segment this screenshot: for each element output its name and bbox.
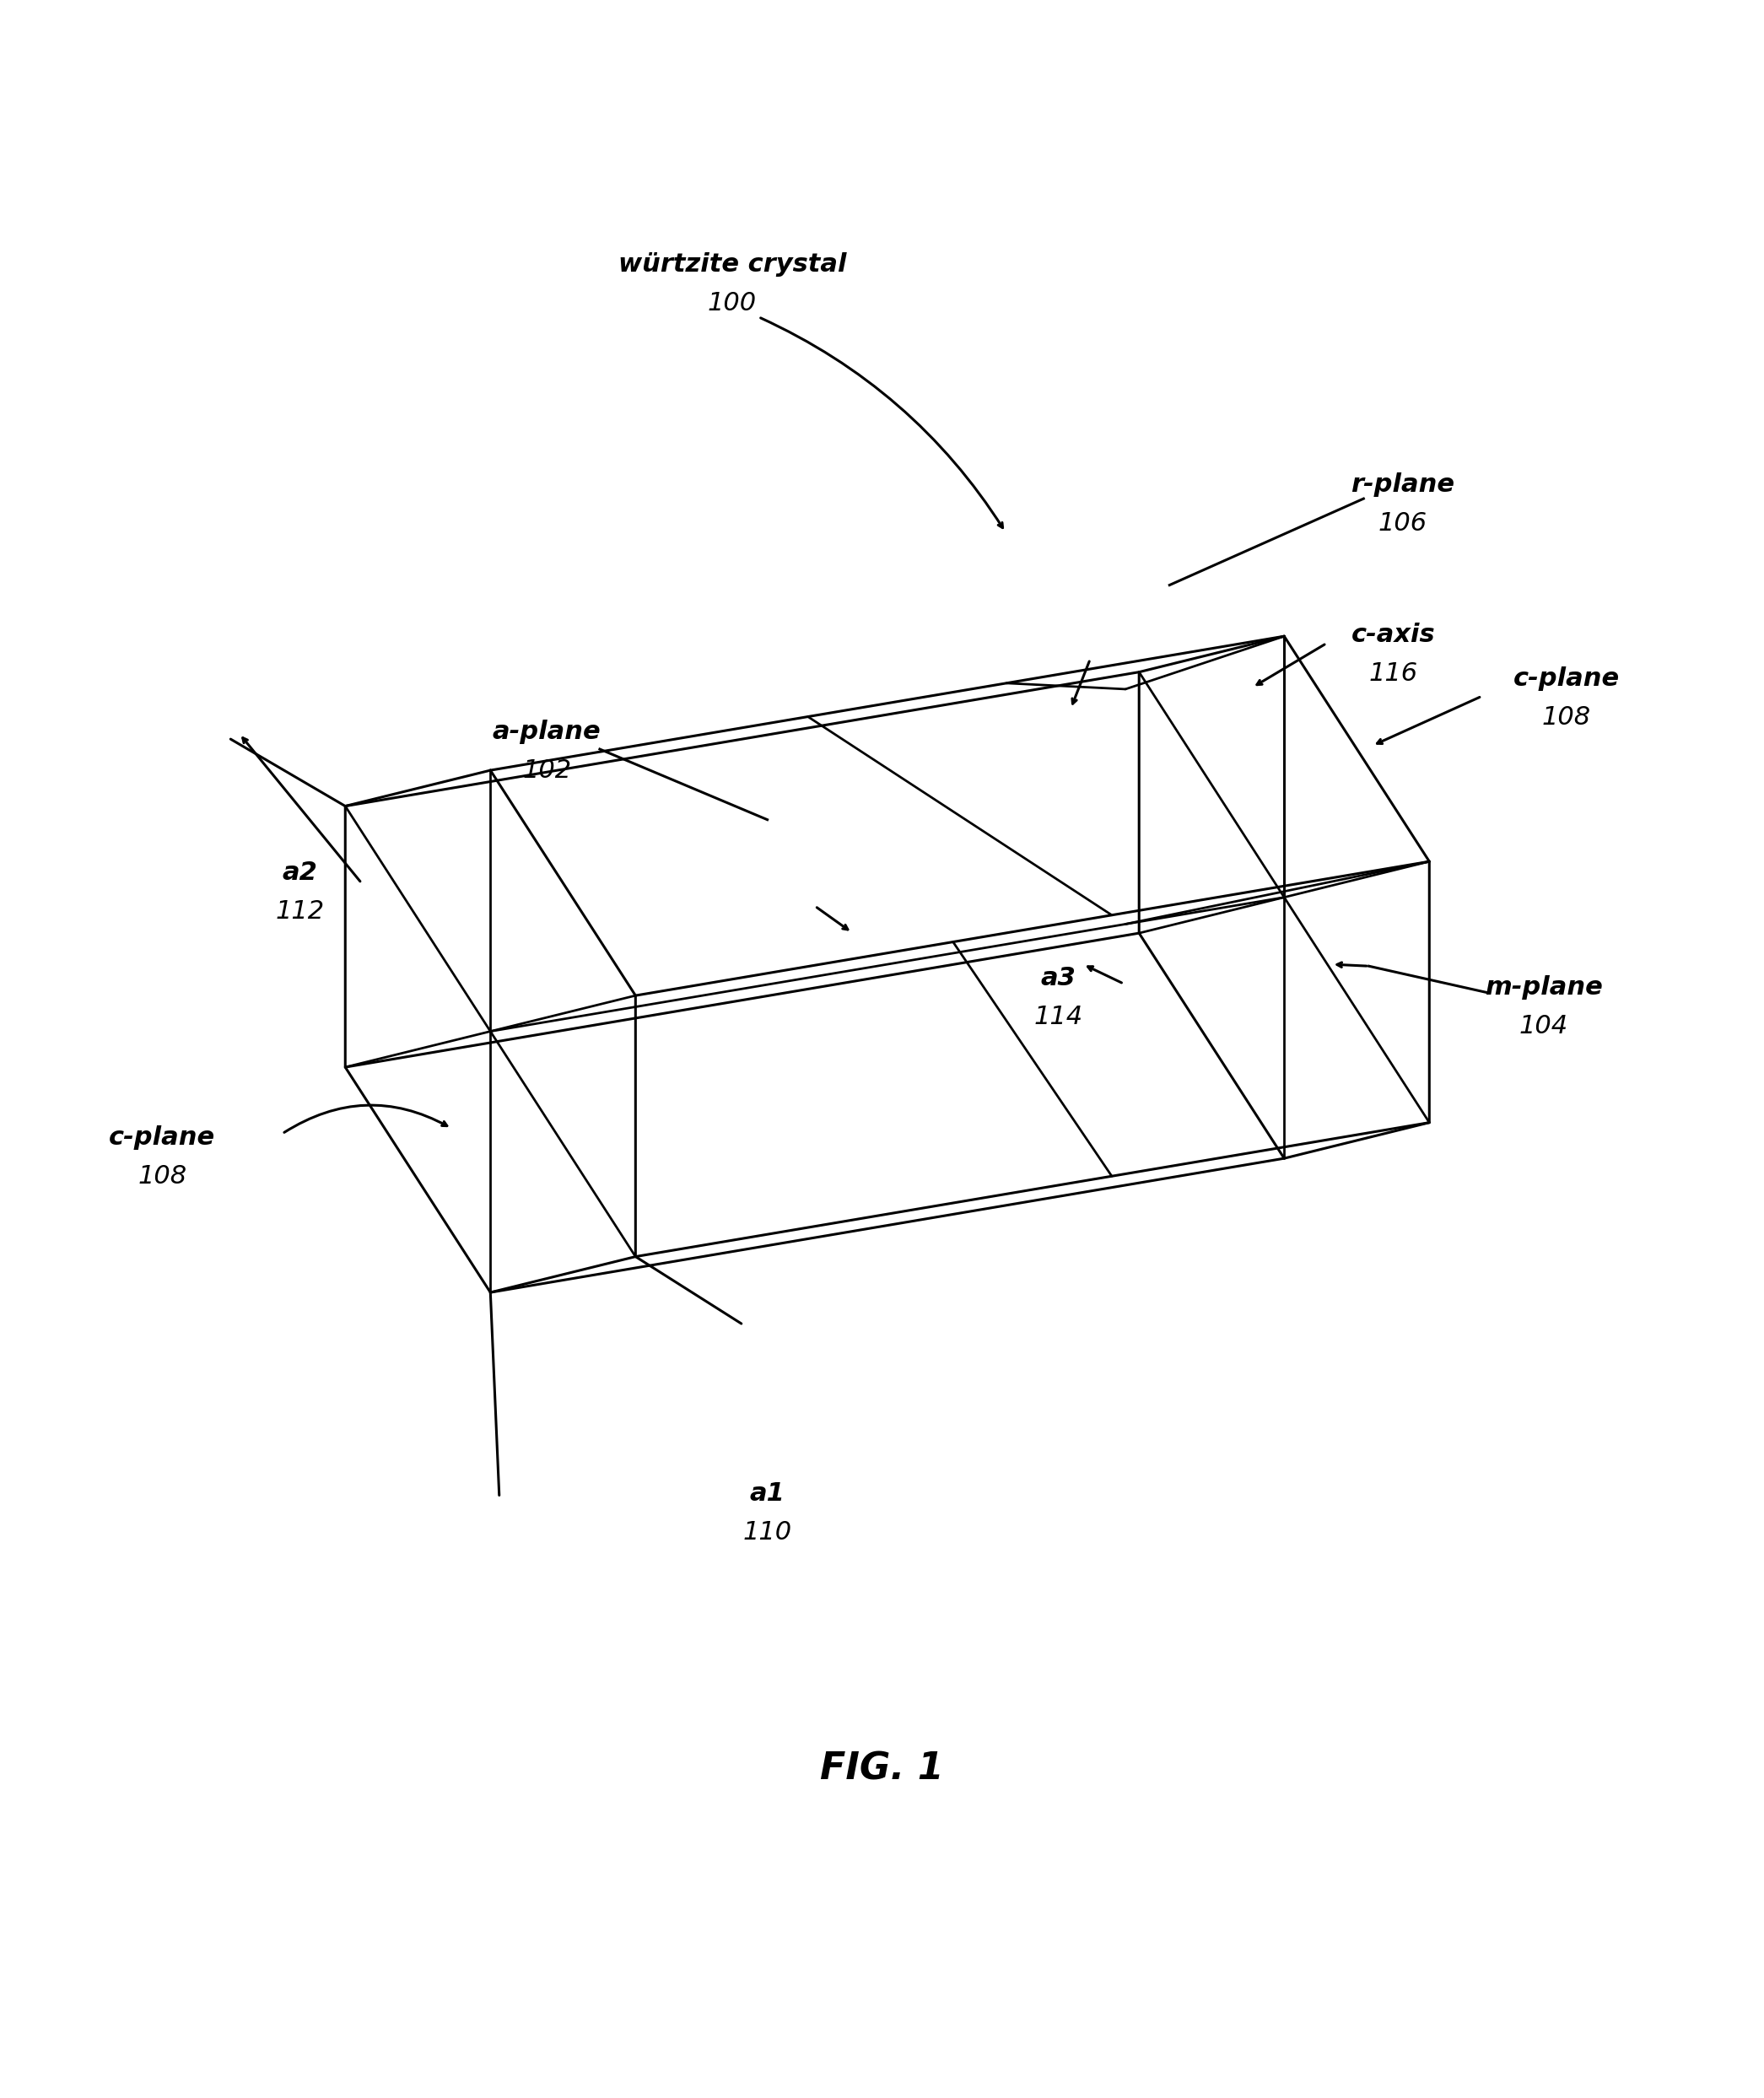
Text: 102: 102 xyxy=(522,757,572,783)
Text: 100: 100 xyxy=(707,292,757,315)
Text: 110: 110 xyxy=(743,1521,792,1544)
Text: m-plane: m-plane xyxy=(1485,976,1602,999)
Text: 104: 104 xyxy=(1519,1013,1568,1039)
Text: a2: a2 xyxy=(282,860,318,885)
Text: 106: 106 xyxy=(1378,512,1427,535)
Text: FIG. 1: FIG. 1 xyxy=(820,1750,944,1787)
Text: 112: 112 xyxy=(275,900,325,923)
Text: c-plane: c-plane xyxy=(109,1125,215,1150)
Text: 116: 116 xyxy=(1369,661,1418,686)
Text: würtzite crystal: würtzite crystal xyxy=(617,252,847,277)
Text: a3: a3 xyxy=(1041,967,1076,990)
Text: r-plane: r-plane xyxy=(1351,472,1454,497)
Text: c-axis: c-axis xyxy=(1351,623,1436,646)
Text: c-plane: c-plane xyxy=(1514,667,1619,690)
Text: a-plane: a-plane xyxy=(492,720,602,743)
Text: 108: 108 xyxy=(138,1164,187,1187)
Text: 114: 114 xyxy=(1034,1005,1083,1030)
Text: 108: 108 xyxy=(1542,705,1591,730)
Text: a1: a1 xyxy=(750,1481,785,1506)
